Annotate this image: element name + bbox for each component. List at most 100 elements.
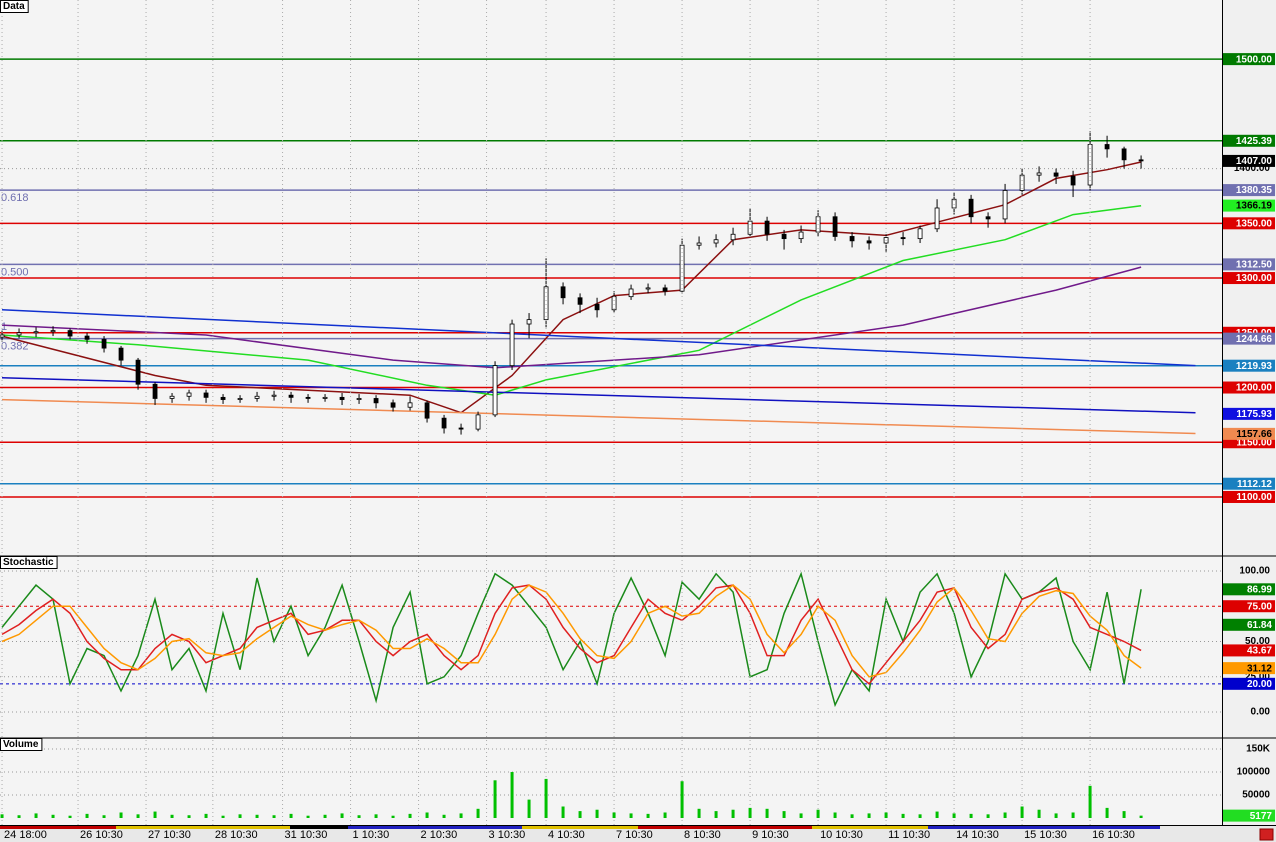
series-line <box>1 376 1196 414</box>
level-label-box <box>1223 154 1275 167</box>
candle-body <box>747 220 753 235</box>
level-label-box <box>1223 381 1275 394</box>
candle-body <box>458 427 464 430</box>
volume-bar <box>595 809 599 818</box>
candle-body <box>203 392 209 398</box>
candle-body <box>16 332 22 336</box>
fib-label: 0.618 <box>1 192 29 204</box>
volume-bar <box>187 815 191 818</box>
volume-bar <box>476 808 480 818</box>
volume-bar <box>374 814 378 818</box>
y-tick-label: 25.00 <box>1245 671 1270 682</box>
candle-body <box>730 233 736 241</box>
volume-bar <box>799 813 803 818</box>
panel-title-box <box>0 0 29 13</box>
x-tick-label: 31 10:30 <box>285 829 328 841</box>
level-label-box <box>1223 644 1275 657</box>
volume-bar <box>680 781 684 818</box>
y-tick-label: 0.00 <box>1251 707 1271 718</box>
volume-bar <box>629 813 633 818</box>
candle-body <box>934 207 940 230</box>
level-label: 1380.35 <box>1236 185 1273 196</box>
candle-body <box>560 286 566 299</box>
level-label: 31.12 <box>1247 663 1272 674</box>
volume-bar <box>289 813 293 818</box>
level-label-box <box>1223 600 1275 613</box>
volume-bar <box>646 813 650 818</box>
volume-bar <box>1020 806 1024 818</box>
volume-bar <box>51 814 55 818</box>
scroll-button[interactable] <box>1259 828 1274 841</box>
candle-body <box>50 330 56 333</box>
candle-body <box>1002 190 1008 220</box>
candle-body <box>543 286 549 321</box>
volume-bar <box>986 814 990 818</box>
volume-bar <box>544 778 548 818</box>
volume-bar <box>0 814 4 818</box>
level-label: 1300.00 <box>1236 273 1273 284</box>
candle-body <box>220 396 226 400</box>
volume-bar <box>272 815 276 818</box>
candle-body <box>781 233 787 240</box>
volume-bar <box>884 812 888 818</box>
level-label: 1100.00 <box>1236 492 1272 503</box>
level-label: 5177 <box>1250 811 1273 822</box>
time-axis-background <box>0 826 1276 842</box>
x-tick-label: 27 10:30 <box>148 829 191 841</box>
candle-body <box>1019 174 1025 191</box>
candle-body <box>475 414 481 430</box>
volume-bar <box>935 811 939 818</box>
candle-body <box>832 216 838 237</box>
volume-bar <box>17 815 21 818</box>
level-label: 86.99 <box>1247 584 1272 595</box>
x-tick-label: 14 10:30 <box>956 829 999 841</box>
candle-body <box>118 347 124 361</box>
x-tick-label: 4 10:30 <box>548 829 585 841</box>
volume-bar <box>1088 785 1092 818</box>
candle-body <box>441 417 447 429</box>
candle-body <box>169 395 175 399</box>
volume-bar <box>493 780 497 818</box>
y-tick-label: 50.00 <box>1245 636 1270 647</box>
x-tick-label: 15 10:30 <box>1024 829 1067 841</box>
y-tick-label: 1400.00 <box>1234 163 1271 174</box>
series-line <box>1 398 1196 435</box>
level-label-box <box>1223 184 1275 197</box>
candle-body <box>611 296 617 311</box>
x-tick-label: 10 10:30 <box>820 829 863 841</box>
candle-body <box>509 323 515 367</box>
volume-bar <box>102 815 106 818</box>
level-label-box <box>1223 134 1275 147</box>
candle-body <box>866 240 872 244</box>
volume-bar <box>1071 812 1075 818</box>
candle-body <box>985 216 991 220</box>
x-tick-label: 9 10:30 <box>752 829 789 841</box>
level-label-box <box>1223 359 1275 372</box>
candle-body <box>594 303 600 311</box>
volume-bar <box>901 813 905 818</box>
candle-body <box>849 236 855 242</box>
volume-bar <box>1139 815 1143 818</box>
level-label: 43.67 <box>1247 646 1272 657</box>
level-label-box <box>1223 258 1275 271</box>
volume-bar <box>918 814 922 818</box>
x-tick-label: 8 10:30 <box>684 829 721 841</box>
volume-bar <box>442 814 446 818</box>
candle-body <box>101 338 107 349</box>
series-line <box>1 584 1142 678</box>
volume-bar <box>612 812 616 818</box>
volume-bar <box>867 813 871 818</box>
candle-body <box>577 297 583 305</box>
level-label: 1500.00 <box>1236 54 1273 65</box>
candle-body <box>152 383 158 399</box>
candle-body <box>526 319 532 325</box>
candle-body <box>1104 144 1110 150</box>
level-label: 1312.50 <box>1236 260 1273 271</box>
candle-body <box>186 392 192 397</box>
y-tick-label: 50000 <box>1242 790 1270 801</box>
candle-body <box>1036 172 1042 176</box>
level-label: 1366.19 <box>1236 201 1273 212</box>
candle-body <box>1121 148 1127 161</box>
